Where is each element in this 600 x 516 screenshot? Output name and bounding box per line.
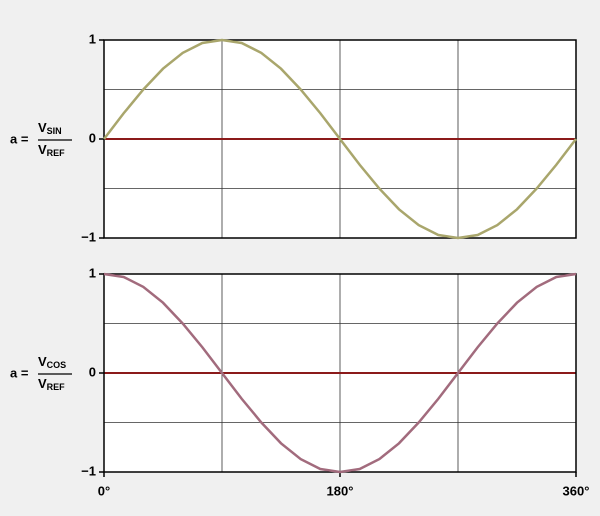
- y-tick-label: 0: [89, 364, 96, 379]
- y-label-numerator-sub: SIN: [47, 126, 62, 136]
- y-label-numerator-sub: COS: [47, 360, 67, 370]
- y-tick-label: 1: [89, 265, 96, 280]
- x-tick-label: 180°: [327, 483, 354, 498]
- x-tick-label: 360°: [563, 483, 590, 498]
- data-line: [103, 38, 577, 240]
- y-label-denominator-sub: REF: [47, 148, 66, 158]
- y-label-denominator-v: V: [38, 376, 47, 391]
- data-line: [103, 272, 577, 474]
- y-tick-label: −1: [81, 463, 96, 478]
- y-label-prefix: a =: [10, 131, 29, 146]
- y-tick-label: 0: [89, 130, 96, 145]
- x-tick-label: 0°: [98, 483, 110, 498]
- y-label-prefix: a =: [10, 365, 29, 380]
- y-label-denominator-v: V: [38, 142, 47, 157]
- y-label-numerator: VCOS: [38, 354, 66, 370]
- y-label-denominator: VREF: [38, 376, 65, 392]
- y-tick-label: −1: [81, 229, 96, 244]
- y-label-numerator: VSIN: [38, 120, 62, 136]
- y-tick-label: 1: [89, 31, 96, 46]
- y-label-denominator: VREF: [38, 142, 65, 158]
- y-label-numerator-v: V: [38, 120, 47, 135]
- y-label-numerator-v: V: [38, 354, 47, 369]
- y-label-denominator-sub: REF: [47, 382, 66, 392]
